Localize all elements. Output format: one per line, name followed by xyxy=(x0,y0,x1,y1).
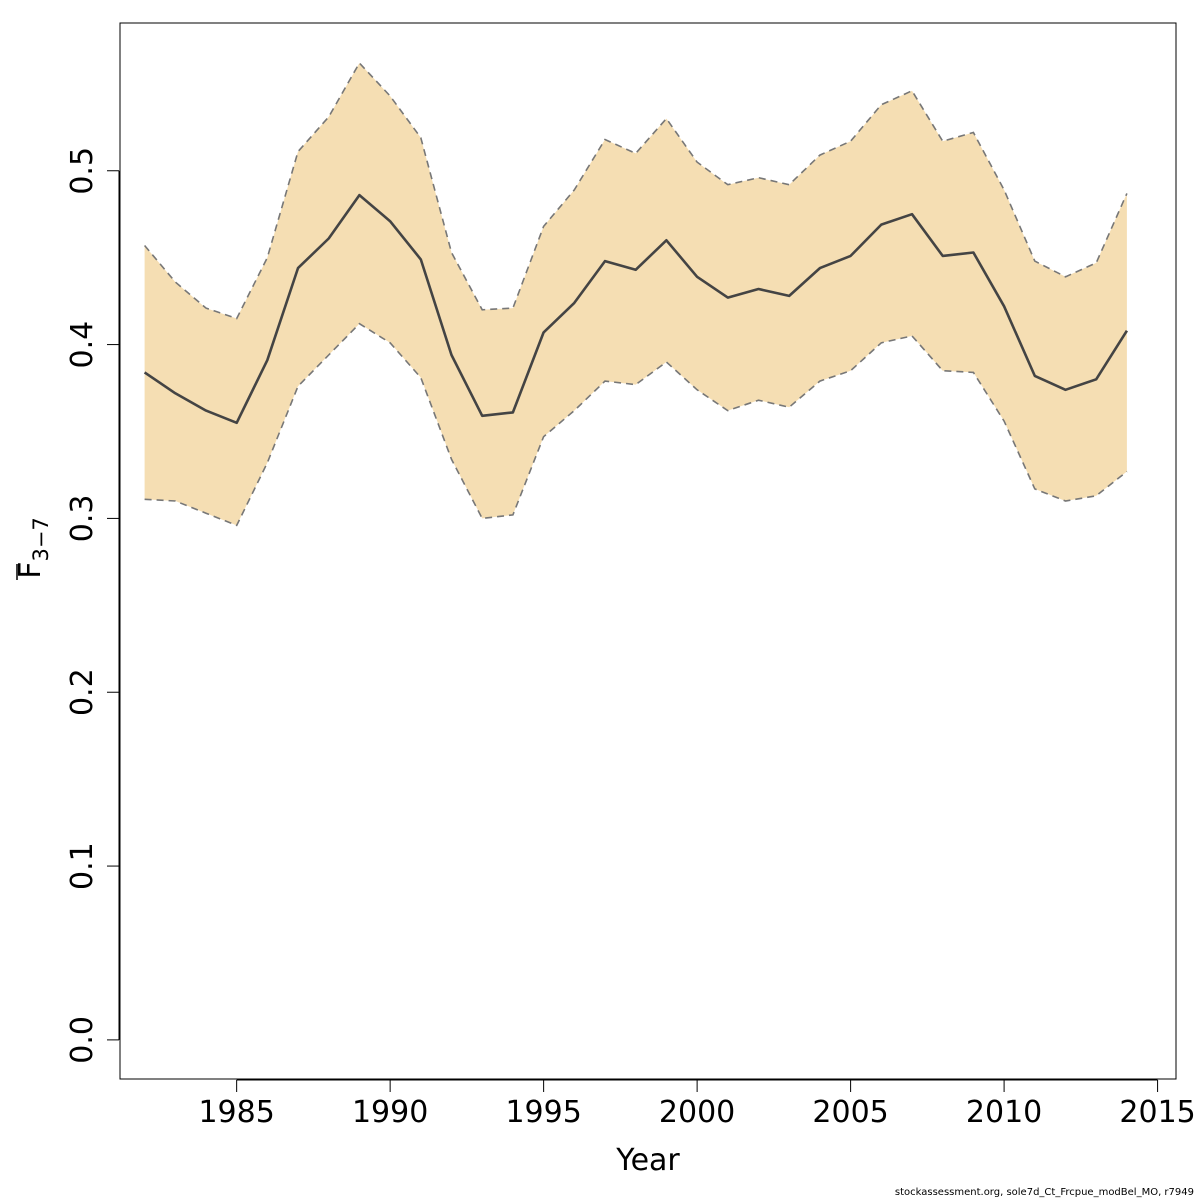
x-tick-label: 2015 xyxy=(1119,1095,1195,1130)
y-axis-title: F3−7 xyxy=(13,517,53,580)
estimate-line-layer xyxy=(143,193,1128,425)
confidence-band xyxy=(144,63,1127,526)
y-tick-label: 0.3 xyxy=(65,495,100,543)
estimate-line xyxy=(143,193,1128,425)
upper-bound-line xyxy=(143,61,1128,320)
x-tick-label: 1985 xyxy=(198,1095,274,1130)
x-axis-title: Year xyxy=(615,1143,680,1178)
footer-credit: stockassessment.org, sole7d_Ct_Frcpue_mo… xyxy=(894,1187,1194,1198)
x-tick-label: 2010 xyxy=(966,1095,1042,1130)
y-axis: 0.0 0.1 0.2 0.3 0.4 0.5 xyxy=(65,147,120,1064)
y-axis-title-subscript: 3−7 xyxy=(29,517,53,561)
lower-bound-line xyxy=(144,322,1128,527)
y-tick-label: 0.5 xyxy=(65,147,100,195)
plot-box xyxy=(119,22,1177,1080)
x-tick-label: 1990 xyxy=(352,1095,428,1130)
y-axis-title-main: F xyxy=(13,562,48,579)
y-tick-label: 0.2 xyxy=(65,668,100,716)
y-tick-label: 0.0 xyxy=(65,1016,100,1064)
y-tick-label: 0.4 xyxy=(65,321,100,369)
y-axis-title-text: F3−7 xyxy=(13,517,53,579)
y-tick-label: 0.1 xyxy=(65,842,100,890)
confidence-band-layer xyxy=(143,61,1128,527)
x-axis: 1985 1990 1995 2000 2005 2010 2015 xyxy=(198,1079,1196,1130)
x-tick-label: 2005 xyxy=(812,1095,888,1130)
x-tick-label: 1995 xyxy=(505,1095,581,1130)
x-tick-label: 2000 xyxy=(659,1095,735,1130)
